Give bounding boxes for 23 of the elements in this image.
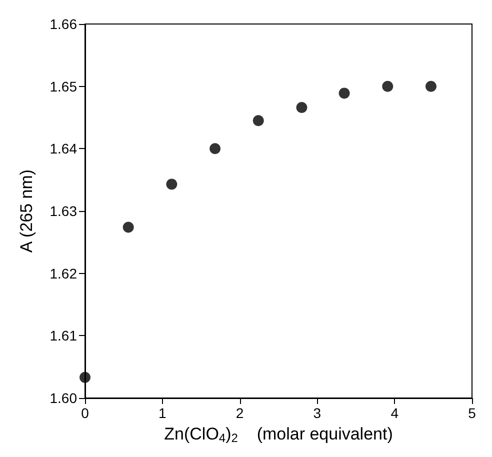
x-tick-label: 3 bbox=[313, 405, 322, 421]
point bbox=[338, 88, 350, 99]
y-tick-label: 1.65 bbox=[50, 78, 78, 94]
point bbox=[80, 372, 90, 383]
x-tick-label: 5 bbox=[468, 405, 476, 421]
y-tick-label: 1.64 bbox=[50, 140, 78, 157]
point bbox=[296, 102, 308, 114]
point bbox=[425, 80, 436, 92]
y-axis-title: A (265 nm) bbox=[17, 169, 36, 253]
point bbox=[210, 143, 221, 154]
point bbox=[382, 80, 394, 92]
point bbox=[166, 178, 178, 190]
y-tick-label: 1.61 bbox=[50, 328, 78, 344]
x-tick-label: 4 bbox=[390, 405, 399, 421]
y-tick-label: 1.66 bbox=[50, 16, 78, 32]
point bbox=[252, 115, 264, 126]
y-tick-label: 1.63 bbox=[50, 203, 78, 219]
x-tick-label: 1 bbox=[158, 405, 166, 421]
x-tick-label: 0 bbox=[81, 405, 90, 421]
y-tick-label: 1.62 bbox=[50, 265, 78, 282]
point bbox=[122, 222, 134, 233]
y-tick-label: 1.60 bbox=[50, 390, 78, 406]
x-tick-label: 2 bbox=[236, 405, 244, 421]
